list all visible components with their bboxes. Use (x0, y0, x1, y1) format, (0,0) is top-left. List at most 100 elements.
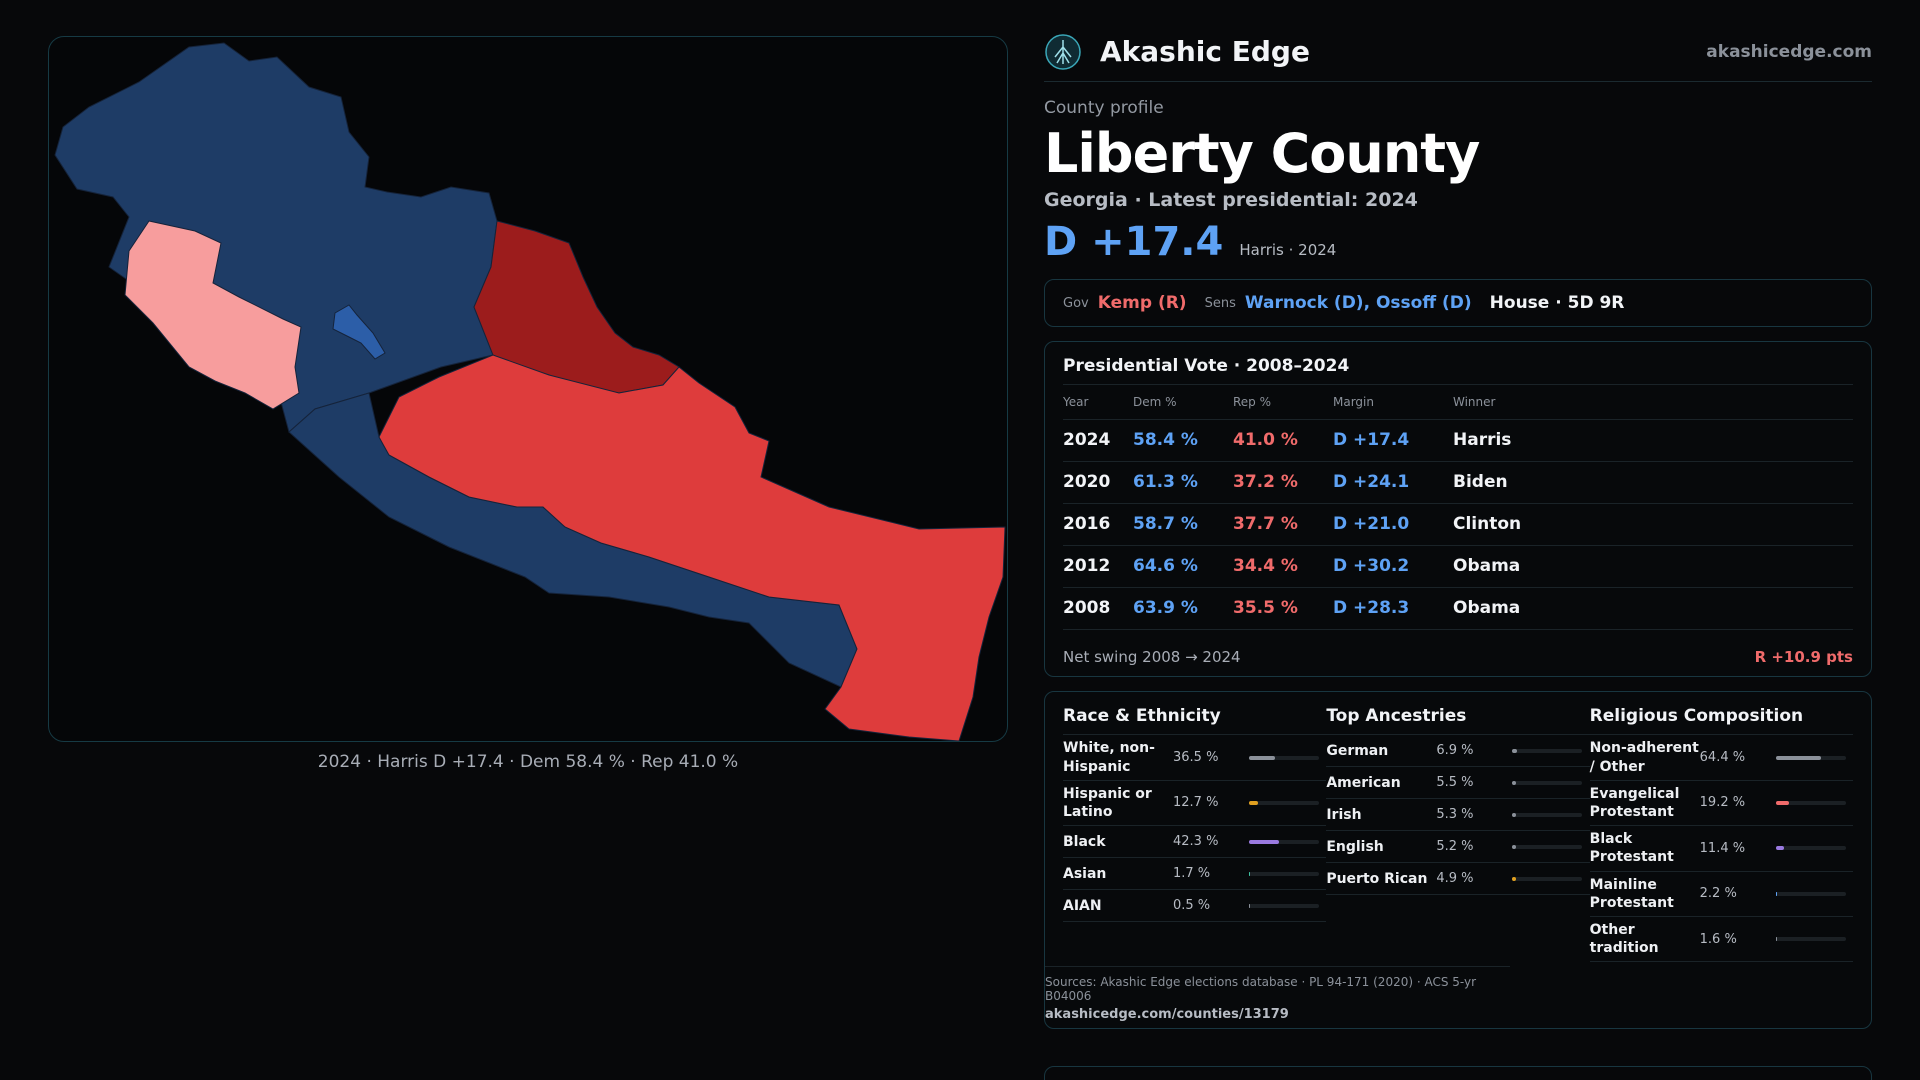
swing-value: R +10.9 pts (1754, 647, 1853, 666)
cell-margin: D +24.1 (1333, 461, 1453, 504)
table-row: 2024 58.4 % 41.0 % D +17.4 Harris (1063, 419, 1853, 462)
brand-header: Akashic Edge akashicedge.com (1044, 30, 1872, 82)
page-title: Liberty County (1044, 122, 1480, 185)
share-bar (1775, 846, 1846, 851)
share-bar-fill (1249, 839, 1279, 844)
presidential-table: Year Dem % Rep % Margin Winner 2024 58.4… (1063, 385, 1853, 630)
share-bar-fill (1775, 755, 1821, 760)
presidential-title: Presidential Vote · 2008–2024 (1063, 356, 1853, 386)
item-value: 12.7 % (1173, 795, 1219, 811)
item-label: Puerto Rican (1326, 870, 1428, 887)
county-url-link[interactable]: akashicedge.com/counties/13179 (1045, 1007, 1289, 1023)
share-bar (1249, 903, 1319, 908)
item-label: Hispanic or Latino (1063, 785, 1152, 820)
precinct-lake[interactable] (332, 304, 386, 360)
list-item: AIAN 0.5 % (1063, 890, 1327, 923)
col-header-dem: Dem % (1133, 385, 1233, 420)
cell-winner: Clinton (1453, 503, 1853, 546)
page-subtitle: Georgia · Latest presidential: 2024 (1044, 189, 1418, 212)
list-item: German 6.9 % (1326, 735, 1590, 768)
margin-value: D +17.4 (1044, 219, 1224, 266)
cell-dem: 61.3 % (1133, 461, 1233, 504)
network-tree-icon[interactable] (1044, 33, 1082, 71)
margin-note: Harris · 2024 (1239, 241, 1337, 260)
cell-winner: Harris (1453, 419, 1853, 462)
cell-rep: 34.4 % (1233, 545, 1333, 588)
gov-value: Kemp (R) (1097, 293, 1187, 314)
share-bar (1512, 780, 1583, 785)
brand-name[interactable]: Akashic Edge (1100, 35, 1310, 68)
item-value: 11.4 % (1699, 840, 1746, 856)
share-bar-fill (1249, 755, 1275, 760)
precinct-map[interactable] (49, 37, 1008, 742)
col-header-winner: Winner (1453, 385, 1853, 420)
ancestry-column: Top Ancestries German 6.9 % American 5.5 % I… (1326, 706, 1590, 1014)
share-bar (1249, 839, 1319, 844)
cell-margin: D +21.0 (1333, 503, 1453, 546)
item-label: Black Protestant (1589, 831, 1674, 866)
share-bar-fill (1775, 891, 1778, 896)
list-item: Irish 5.3 % (1326, 799, 1590, 832)
cell-dem: 64.6 % (1133, 545, 1233, 588)
item-value: 6.9 % (1436, 743, 1474, 759)
officials-bar: Gov Kemp (R) Sens Warnock (D), Ossoff (D… (1044, 279, 1872, 328)
share-bar-fill (1775, 800, 1790, 805)
cell-winner: Obama (1453, 587, 1853, 630)
cell-year: 2012 (1063, 545, 1133, 588)
sources-footer: Sources: Akashic Edge elections database… (1045, 966, 1510, 1022)
cell-margin: D +30.2 (1333, 545, 1453, 588)
item-value: 2.2 % (1699, 886, 1737, 902)
list-item: Mainline Protestant 2.2 % (1589, 872, 1853, 917)
county-map-panel[interactable] (48, 36, 1008, 742)
share-bar-fill (1512, 876, 1516, 881)
share-bar (1249, 871, 1319, 876)
share-bar-fill (1249, 903, 1251, 908)
item-label: English (1326, 838, 1384, 855)
religion-column: Religious Composition Non-adherent / Oth… (1589, 706, 1853, 1014)
cell-rep: 35.5 % (1233, 587, 1333, 630)
col-header-year: Year (1063, 385, 1133, 420)
item-label: AIAN (1063, 897, 1102, 914)
item-value: 0.5 % (1173, 898, 1211, 914)
share-bar (1512, 748, 1583, 753)
table-row: 2008 63.9 % 35.5 % D +28.3 Obama (1063, 587, 1853, 630)
headline-margin: D +17.4 Harris · 2024 (1044, 219, 1872, 265)
item-value: 4.9 % (1436, 871, 1474, 887)
precinct-southeast[interactable] (378, 354, 1006, 741)
cell-rep: 37.7 % (1233, 503, 1333, 546)
cell-dem: 58.7 % (1133, 503, 1233, 546)
race-column: Race & Ethnicity White, non-Hispanic 36.5… (1063, 706, 1327, 1014)
item-label: American (1326, 774, 1401, 791)
list-item: Black 42.3 % (1063, 826, 1327, 859)
share-bar (1775, 891, 1846, 896)
item-label: Asian (1063, 865, 1107, 882)
ancestry-title: Top Ancestries (1326, 706, 1590, 736)
share-bar-fill (1249, 800, 1258, 805)
cell-rep: 41.0 % (1233, 419, 1333, 462)
cell-margin: D +17.4 (1333, 419, 1453, 462)
share-bar (1512, 844, 1583, 849)
item-label: Irish (1326, 806, 1362, 823)
item-value: 42.3 % (1173, 834, 1219, 850)
item-value: 5.3 % (1436, 807, 1474, 823)
item-label: Non-adherent / Other (1589, 740, 1699, 775)
share-bar (1249, 800, 1319, 805)
demographics-card: Race & Ethnicity White, non-Hispanic 36.5… (1044, 691, 1872, 1030)
cell-margin: D +28.3 (1333, 587, 1453, 630)
table-row: 2012 64.6 % 34.4 % D +30.2 Obama (1063, 545, 1853, 588)
share-bar-fill (1512, 748, 1518, 753)
precinct-north[interactable] (54, 42, 498, 433)
race-title: Race & Ethnicity (1063, 706, 1327, 736)
list-item: Evangelical Protestant 19.2 % (1589, 781, 1853, 827)
brand-site-link[interactable]: akashicedge.com (1706, 41, 1872, 62)
page-eyebrow: County profile (1044, 98, 1164, 118)
item-value: 1.7 % (1173, 866, 1211, 882)
cell-rep: 37.2 % (1233, 461, 1333, 504)
item-value: 19.2 % (1699, 795, 1746, 811)
sens-value: Warnock (D), Ossoff (D) (1244, 293, 1472, 314)
sens-label: Sens (1204, 295, 1236, 311)
cell-year: 2020 (1063, 461, 1133, 504)
precinct-west[interactable] (124, 220, 302, 410)
cell-winner: Biden (1453, 461, 1853, 504)
share-bar (1775, 755, 1846, 760)
